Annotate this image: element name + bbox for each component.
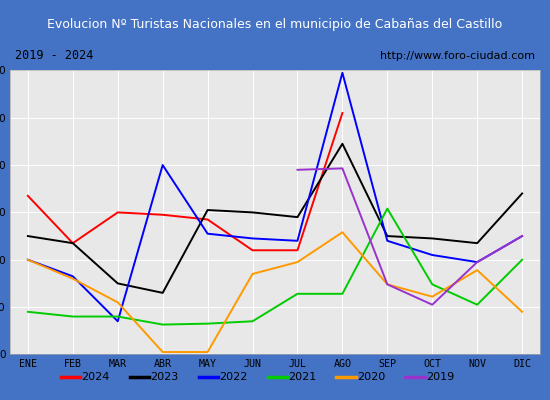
Text: 2024: 2024 xyxy=(81,372,110,382)
Text: 2020: 2020 xyxy=(357,372,386,382)
Text: http://www.foro-ciudad.com: http://www.foro-ciudad.com xyxy=(380,51,535,61)
Text: 2023: 2023 xyxy=(150,372,179,382)
Text: 2019: 2019 xyxy=(426,372,454,382)
Text: 2022: 2022 xyxy=(219,372,248,382)
Text: Evolucion Nº Turistas Nacionales en el municipio de Cabañas del Castillo: Evolucion Nº Turistas Nacionales en el m… xyxy=(47,18,503,31)
Text: 2019 - 2024: 2019 - 2024 xyxy=(15,49,94,62)
Text: 2021: 2021 xyxy=(288,372,316,382)
